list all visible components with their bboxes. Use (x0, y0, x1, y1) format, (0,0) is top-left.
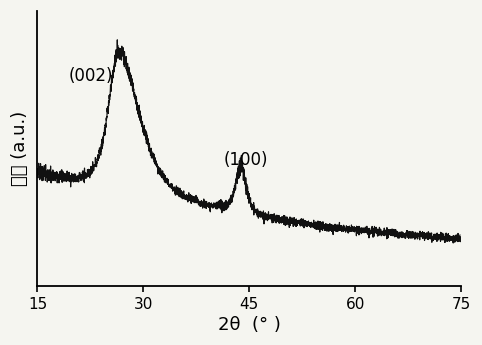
Text: (100): (100) (224, 151, 268, 169)
Y-axis label: 强度 (a.u.): 强度 (a.u.) (11, 111, 29, 186)
Text: (002): (002) (68, 67, 113, 85)
X-axis label: 2θ  (° ): 2θ (° ) (218, 316, 281, 334)
